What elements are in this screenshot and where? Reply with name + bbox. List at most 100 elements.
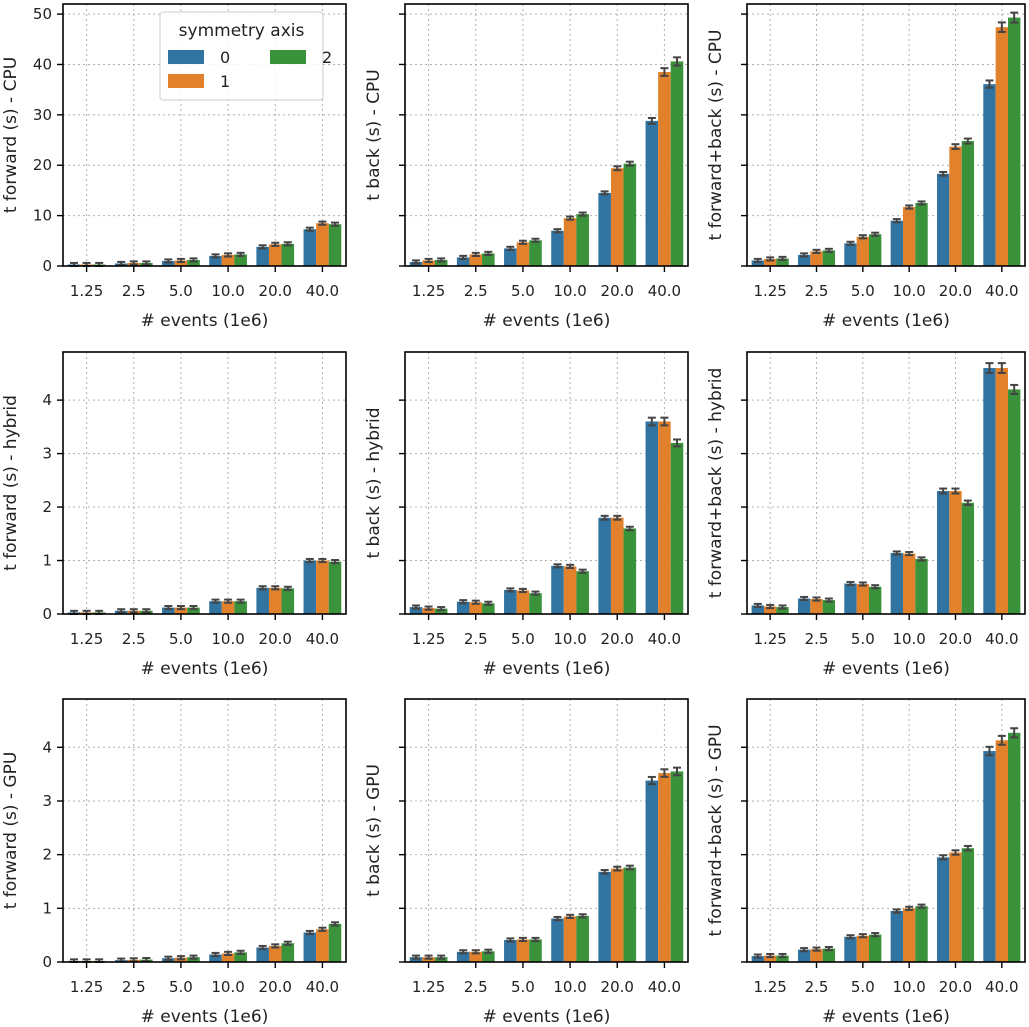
bar-series-1-40.0 bbox=[316, 560, 329, 614]
x-tick-label: 10.0 bbox=[211, 630, 244, 648]
bar-series-1-1.25 bbox=[763, 955, 777, 962]
legend-title: symmetry axis bbox=[179, 21, 305, 41]
axes-frame bbox=[404, 698, 689, 963]
x-tick-label: 5.0 bbox=[851, 282, 875, 300]
bar-series-1-5.0 bbox=[856, 935, 870, 962]
bar-series-1-20.0 bbox=[268, 587, 282, 614]
x-tick-label: 5.0 bbox=[851, 630, 875, 648]
bar-series-0-20.0 bbox=[936, 491, 950, 614]
bar-series-2-40.0 bbox=[328, 561, 342, 614]
bar-series-0-10.0 bbox=[209, 255, 222, 266]
x-tick-label: 40.0 bbox=[985, 978, 1018, 996]
y-tick-label: 0 bbox=[42, 257, 52, 275]
y-tick-label: 1 bbox=[42, 899, 52, 917]
bar-series-1-40.0 bbox=[658, 421, 671, 614]
bar-series-2-1.25 bbox=[776, 258, 789, 266]
bar-series-1-10.0 bbox=[563, 916, 577, 962]
y-tick-label: 4 bbox=[42, 391, 52, 409]
x-tick-label: 20.0 bbox=[939, 630, 972, 648]
x-tick-label: 10.0 bbox=[892, 630, 925, 648]
bar-series-1-20.0 bbox=[610, 868, 624, 962]
x-axis-label: # events (1e6) bbox=[483, 659, 611, 679]
bar-series-2-10.0 bbox=[915, 906, 928, 962]
panel-6: 1.25 2.5 5.0 10.0 20.0 40.0 # events (1e6) t fo… bbox=[706, 351, 1026, 679]
bar-series-0-40.0 bbox=[983, 84, 996, 266]
y-tick-label: 0 bbox=[42, 953, 52, 971]
x-tick-label: 2.5 bbox=[122, 282, 146, 300]
bar-series-0-5.0 bbox=[844, 936, 857, 962]
x-tick-label: 10.0 bbox=[892, 282, 925, 300]
legend-swatch-2 bbox=[270, 50, 306, 64]
y-tick-label: 4 bbox=[42, 738, 52, 756]
y-tick-label: 2 bbox=[42, 498, 52, 516]
panel-2: 1.25 2.5 5.0 10.0 20.0 40.0 # events (1e6) t ba… bbox=[364, 3, 689, 331]
bar-series-1-20.0 bbox=[610, 168, 624, 266]
bar-series-2-20.0 bbox=[281, 943, 295, 962]
bar-series-1-2.5 bbox=[810, 599, 823, 614]
x-tick-label: 2.5 bbox=[805, 282, 829, 300]
bar-series-2-2.5 bbox=[822, 600, 836, 614]
x-tick-label: 40.0 bbox=[648, 978, 681, 996]
x-tick-label: 20.0 bbox=[259, 282, 292, 300]
bar-series-2-40.0 bbox=[1008, 732, 1021, 962]
bar-series-0-2.5 bbox=[456, 601, 470, 614]
bar-series-1-10.0 bbox=[902, 908, 916, 962]
bar-series-2-1.25 bbox=[776, 955, 789, 962]
bar-series-1-20.0 bbox=[949, 146, 962, 266]
x-tick-label: 20.0 bbox=[939, 282, 972, 300]
x-tick-label: 10.0 bbox=[553, 282, 586, 300]
bar-series-1-10.0 bbox=[221, 601, 235, 614]
bar-series-1-20.0 bbox=[610, 517, 624, 614]
bar-series-2-20.0 bbox=[623, 867, 637, 962]
y-tick-label: 3 bbox=[42, 445, 52, 463]
bar-series-2-10.0 bbox=[234, 952, 247, 962]
bar-series-0-2.5 bbox=[797, 598, 811, 614]
bar-series-2-10.0 bbox=[234, 601, 247, 614]
bar-series-2-5.0 bbox=[529, 939, 542, 962]
bar-series-1-5.0 bbox=[516, 242, 530, 266]
bar-series-1-20.0 bbox=[268, 244, 282, 266]
bar-series-0-20.0 bbox=[256, 947, 269, 962]
bar-series-2-1.25 bbox=[776, 607, 789, 614]
bar-series-0-40.0 bbox=[983, 751, 996, 962]
y-tick-label: 20 bbox=[33, 156, 52, 174]
bar-series-1-40.0 bbox=[316, 223, 329, 266]
y-axis-label: t back (s) - GPU bbox=[364, 764, 384, 897]
bar-series-2-40.0 bbox=[328, 224, 342, 266]
bar-series-2-5.0 bbox=[869, 934, 882, 962]
x-tick-label: 5.0 bbox=[169, 630, 193, 648]
bar-series-2-2.5 bbox=[822, 948, 836, 962]
x-tick-label: 1.25 bbox=[412, 630, 445, 648]
bar-series-0-5.0 bbox=[844, 243, 857, 266]
x-tick-label: 5.0 bbox=[511, 630, 535, 648]
panel-3: 1.25 2.5 5.0 10.0 20.0 40.0 # events (1e6) t fo… bbox=[706, 3, 1026, 331]
bar-series-0-20.0 bbox=[256, 246, 269, 266]
x-axis-label: # events (1e6) bbox=[141, 1007, 269, 1027]
y-axis-label: t forward (s) - CPU bbox=[1, 57, 21, 213]
bar-series-2-40.0 bbox=[1008, 389, 1021, 614]
bar-series-2-2.5 bbox=[482, 603, 495, 614]
y-axis-label: t forward+back (s) - GPU bbox=[706, 724, 726, 936]
bar-series-0-40.0 bbox=[645, 421, 659, 614]
bar-series-2-40.0 bbox=[670, 61, 684, 266]
bar-series-2-5.0 bbox=[869, 234, 882, 266]
bar-series-1-10.0 bbox=[221, 254, 235, 266]
bar-series-2-10.0 bbox=[576, 915, 589, 962]
x-tick-label: 5.0 bbox=[511, 978, 535, 996]
bar-series-1-1.25 bbox=[763, 606, 777, 614]
y-axis-label: t back (s) - CPU bbox=[364, 69, 384, 201]
x-tick-label: 10.0 bbox=[553, 978, 586, 996]
bar-series-2-40.0 bbox=[670, 442, 684, 614]
bar-series-0-20.0 bbox=[598, 192, 611, 266]
bar-series-0-10.0 bbox=[551, 230, 564, 266]
bar-series-2-10.0 bbox=[234, 254, 247, 266]
legend-swatch-0 bbox=[168, 50, 204, 64]
bar-series-0-20.0 bbox=[936, 173, 950, 266]
bar-series-1-40.0 bbox=[995, 27, 1009, 266]
legend-swatch-1 bbox=[168, 74, 204, 88]
x-axis-label: # events (1e6) bbox=[483, 311, 611, 331]
bar-series-1-10.0 bbox=[902, 207, 916, 266]
bar-series-2-40.0 bbox=[328, 923, 342, 962]
bar-series-1-40.0 bbox=[995, 740, 1009, 962]
